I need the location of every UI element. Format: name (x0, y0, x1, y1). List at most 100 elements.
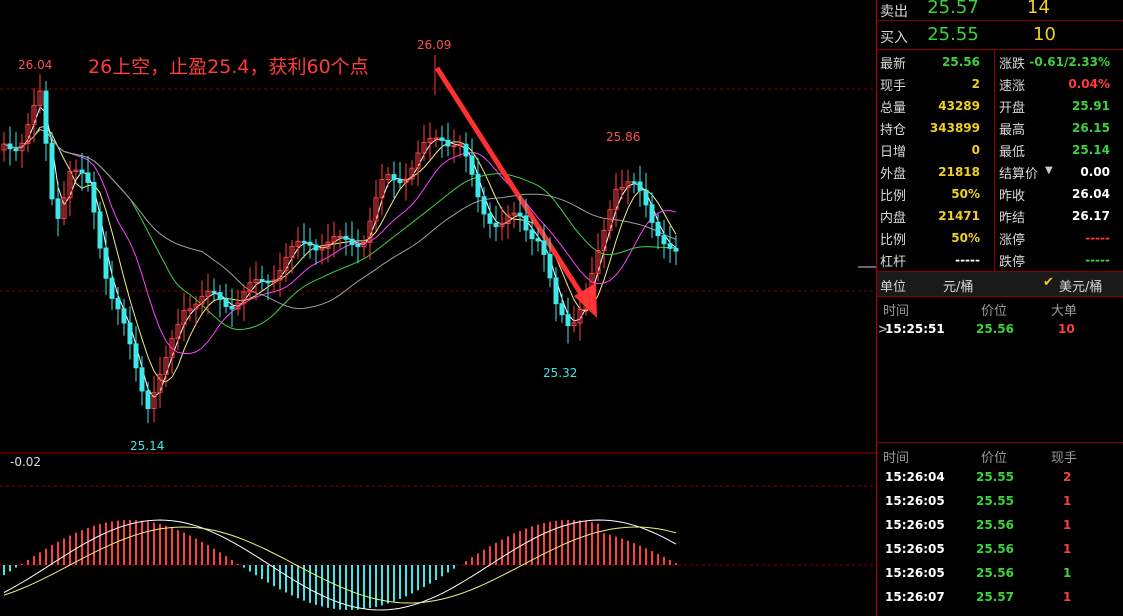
tick-row[interactable]: 15:26:05 25.56 1 (877, 542, 1123, 566)
candle-body (589, 272, 595, 294)
candle-body (151, 392, 157, 410)
candle-body (535, 238, 541, 242)
candle-body (499, 222, 505, 228)
candle-body (565, 314, 571, 327)
candle-body (175, 324, 181, 340)
quote-label: 涨停 (999, 233, 1026, 248)
buy-row[interactable]: 买入 25.55 10 (877, 24, 1123, 48)
quote-label: 内盘 (880, 211, 907, 226)
candle-body (481, 196, 487, 215)
candle-body (631, 181, 637, 184)
tick-time: 15:26:05 (885, 494, 945, 508)
candle-body (265, 280, 271, 284)
candle-body (325, 241, 331, 249)
candle-body (121, 308, 127, 324)
tick-header-time: 时间 (883, 451, 910, 466)
candle-body (223, 298, 229, 307)
tick-qty: 1 (1063, 542, 1072, 556)
candle-body (331, 235, 337, 243)
quote-row: 最新 25.56 涨跌 -0.61/2.33% (877, 52, 1123, 74)
quote-label: 持仓 (880, 123, 907, 138)
bigorder-size: 10 (1058, 322, 1075, 336)
tick-time: 15:26:05 (885, 566, 945, 580)
tick-price: 25.56 (976, 542, 1014, 556)
candle-body (19, 142, 25, 152)
header-bigorder: 大单 (1051, 304, 1078, 319)
quote-value: 343899 (929, 121, 980, 135)
candle-body (13, 148, 19, 152)
tick-row[interactable]: 15:26:07 25.57 1 (877, 590, 1123, 614)
bigorder-time: 15:25:51 (885, 322, 945, 336)
trend-arrow-shaft (434, 66, 588, 302)
low-label-1: 25.14 (130, 439, 165, 453)
candle-body (133, 343, 139, 369)
candle-body (283, 256, 289, 272)
candle-body (487, 213, 493, 224)
candle-body (49, 142, 55, 200)
candle-body (73, 169, 79, 173)
candle-body (211, 290, 217, 294)
quote-label: 最新 (880, 57, 907, 72)
sell-label: 卖出 (880, 4, 908, 20)
quote-row: 外盘 21818 结算价 ▼ 0.00 (877, 162, 1123, 184)
candle-body (85, 172, 91, 183)
candle-body (667, 243, 673, 249)
candlestick-chart[interactable]: 26上空，止盈25.4，获利60个点 26.04 26.09 25.86 25.… (0, 0, 876, 616)
tick-header: 时间 价位 现手 (877, 447, 1123, 471)
candle-body (193, 303, 199, 310)
buy-price: 25.55 (927, 24, 979, 45)
tick-qty: 2 (1063, 470, 1072, 484)
tick-row[interactable]: 15:26:04 25.55 2 (877, 470, 1123, 494)
candle-body (67, 171, 73, 199)
candle-body (301, 240, 307, 243)
candle-body (361, 241, 367, 248)
candle-body (1, 143, 7, 151)
unit-option-yuan[interactable]: 元/桶 (943, 280, 974, 295)
tick-qty: 1 (1063, 518, 1072, 532)
sell-price: 25.57 (927, 0, 979, 18)
unit-option-usd[interactable]: 美元/桶 (1059, 280, 1103, 295)
quote-value: 50% (951, 187, 980, 201)
bigorder-row[interactable]: > 15:25:51 25.56 10 (877, 322, 1123, 346)
tick-time: 15:26:05 (885, 518, 945, 532)
candle-body (277, 270, 283, 281)
tick-row[interactable]: 15:26:05 25.55 1 (877, 494, 1123, 518)
candle-body (475, 173, 481, 198)
tick-row[interactable]: 15:26:05 25.56 1 (877, 518, 1123, 542)
candle-body (115, 297, 121, 310)
tick-time: 15:26:07 (885, 590, 945, 604)
chart-annotation: 26上空，止盈25.4，获利60个点 (88, 56, 369, 78)
candle-body (523, 215, 529, 231)
quote-row: 内盘 21471 昨结 26.17 (877, 206, 1123, 228)
quote-label: 速涨 (999, 79, 1026, 94)
quote-label: 杠杆 (880, 255, 907, 270)
quote-value: 25.56 (942, 55, 980, 69)
quote-row: 持仓 343899 最高 26.15 (877, 118, 1123, 140)
candle-body (433, 137, 439, 140)
quote-label: 最高 (999, 123, 1026, 138)
candle-body (607, 209, 613, 231)
candle-body (235, 302, 241, 310)
macd-value: -0.02 (10, 455, 42, 469)
quote-label: 跌停 (999, 255, 1026, 270)
candle-body (367, 220, 373, 243)
quote-value: 0.04% (1068, 77, 1110, 91)
dropdown-arrow-icon[interactable]: ▼ (1045, 165, 1053, 176)
quote-panel: 卖出 25.57 14 买入 25.55 10 最新 25.56 涨跌 -0.61/2… (876, 0, 1123, 616)
buy-label: 买入 (880, 30, 908, 46)
candle-body (157, 373, 163, 394)
high-label-1: 26.04 (18, 58, 53, 72)
quote-label: 结算价 (999, 167, 1039, 182)
sell-row[interactable]: 卖出 25.57 14 (877, 0, 1123, 22)
quote-value: ----- (1085, 253, 1110, 267)
tick-price: 25.55 (976, 494, 1014, 508)
high-label-2: 26.09 (417, 38, 452, 52)
quote-value: 26.15 (1072, 121, 1110, 135)
quote-label: 开盘 (999, 101, 1026, 116)
candle-body (463, 143, 469, 157)
buy-qty: 10 (1033, 24, 1056, 45)
tick-row[interactable]: 15:26:05 25.56 1 (877, 566, 1123, 590)
quote-value: -0.61/2.33% (1029, 55, 1110, 69)
unit-label: 单位 (880, 280, 907, 295)
candle-body (397, 179, 403, 184)
